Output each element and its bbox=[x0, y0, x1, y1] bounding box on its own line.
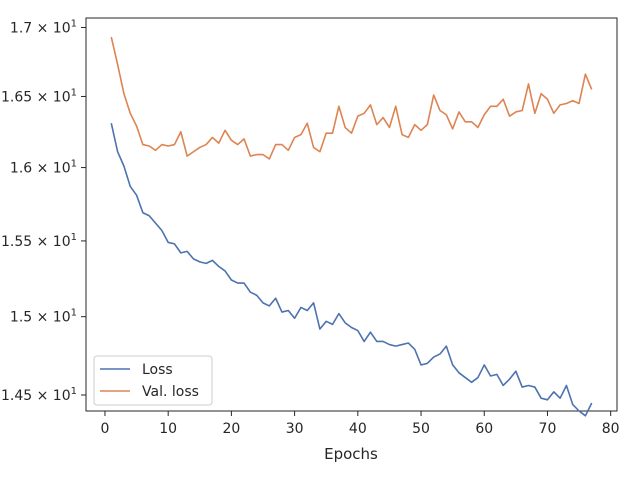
x-axis-title: Epochs bbox=[324, 445, 378, 463]
y-tick-label: 1.65 × 101 bbox=[1, 87, 77, 105]
y-tick-label: 1.7 × 101 bbox=[10, 18, 77, 36]
x-tick-label: 80 bbox=[602, 421, 620, 437]
y-tick-label: 1.5 × 101 bbox=[10, 308, 77, 326]
series-line-val-loss bbox=[110, 36, 593, 160]
x-tick-label: 10 bbox=[159, 421, 177, 437]
y-axis: 1.45 × 101 1.5 × 101 1.55 × 101 1.6 × 101 1.… bbox=[1, 18, 86, 404]
x-axis: 0 10 20 30 40 50 60 70 80 bbox=[101, 411, 620, 437]
x-tick-label: 30 bbox=[286, 421, 304, 437]
x-tick-label: 70 bbox=[539, 421, 557, 437]
legend: Loss Val. loss bbox=[93, 355, 213, 406]
legend-label-loss: Loss bbox=[142, 362, 173, 378]
x-tick-label: 0 bbox=[101, 421, 110, 437]
y-tick-label: 1.6 × 101 bbox=[10, 159, 77, 177]
x-tick-label: 20 bbox=[222, 421, 240, 437]
series-line-loss bbox=[110, 123, 593, 417]
legend-label-val-loss: Val. loss bbox=[142, 384, 199, 400]
y-tick-label: 1.55 × 101 bbox=[1, 232, 77, 250]
x-tick-label: 60 bbox=[475, 421, 493, 437]
x-tick-label: 40 bbox=[349, 421, 367, 437]
y-tick-label: 1.45 × 101 bbox=[1, 386, 77, 404]
series-layer bbox=[110, 36, 593, 417]
x-tick-label: 50 bbox=[412, 421, 430, 437]
plot-area bbox=[85, 17, 618, 412]
